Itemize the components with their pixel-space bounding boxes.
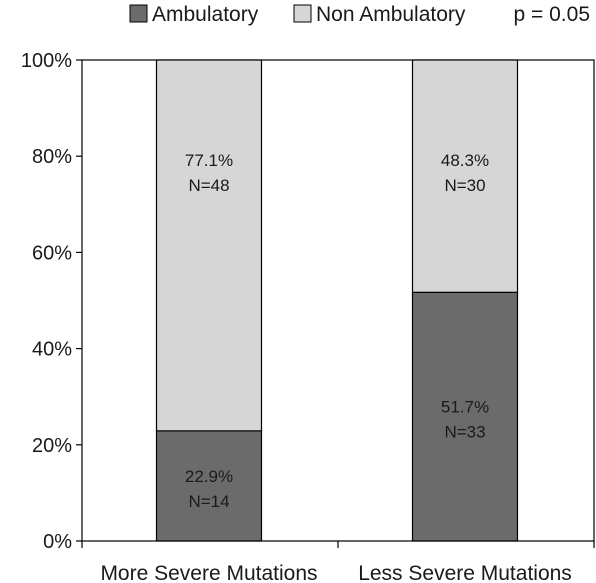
y-axis: 0% 20% 40% 60% 80% 100% (21, 50, 82, 553)
y-tick-label: 60% (32, 242, 72, 264)
data-label-percent: 51.7% (441, 398, 489, 417)
y-tick-label: 20% (32, 435, 72, 457)
y-tick-label: 0% (43, 531, 72, 553)
x-category-label: More Severe Mutations (100, 562, 317, 583)
legend-swatch (293, 4, 312, 23)
y-tick-label: 80% (32, 146, 72, 168)
data-label-count: N=48 (188, 176, 229, 195)
bar-non-ambulatory (155, 59, 263, 432)
bar-ambulatory (411, 291, 519, 542)
p-value-annotation: p = 0.05 (514, 3, 590, 26)
data-label-count: N=30 (444, 176, 485, 195)
y-tick-label: 100% (21, 50, 72, 72)
x-axis: More Severe Mutations Less Severe Mutatio… (81, 541, 595, 583)
y-tick-label: 40% (32, 339, 72, 361)
legend-label: Ambulatory (152, 3, 259, 26)
data-label-percent: 22.9% (185, 467, 233, 486)
legend-label: Non Ambulatory (316, 3, 466, 26)
bar-group: 22.9% N=14 77.1% N=48 51.7% N=33 48.3% N=30 (155, 59, 519, 542)
bar-non-ambulatory (411, 59, 519, 293)
data-label-count: N=33 (444, 423, 485, 442)
data-label-percent: 77.1% (185, 151, 233, 170)
legend: Ambulatory Non Ambulatory p = 0.05 (129, 3, 590, 26)
data-label-percent: 48.3% (441, 151, 489, 170)
data-label-count: N=14 (188, 492, 229, 511)
x-category-label: Less Severe Mutations (358, 562, 572, 583)
legend-swatch (129, 4, 148, 23)
